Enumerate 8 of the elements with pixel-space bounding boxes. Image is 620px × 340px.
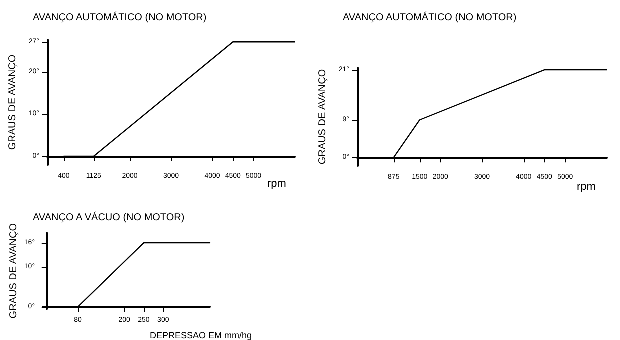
chart-title: AVANÇO AUTOMÁTICO (NO MOTOR) [33,12,207,24]
chart-title: AVANÇO AUTOMÁTICO (NO MOTOR) [343,12,517,24]
y-axis-title: GRAUS DE AVANÇO [318,69,328,165]
x-axis-title: rpm [577,181,596,194]
chart-title: AVANÇO A VÁCUO (NO MOTOR) [33,212,185,224]
y-axis-title: GRAUS DE AVANÇO [8,54,18,150]
x-axis-title: rpm [267,178,286,190]
y-axis-title: GRAUS DE AVANÇO [8,223,20,319]
